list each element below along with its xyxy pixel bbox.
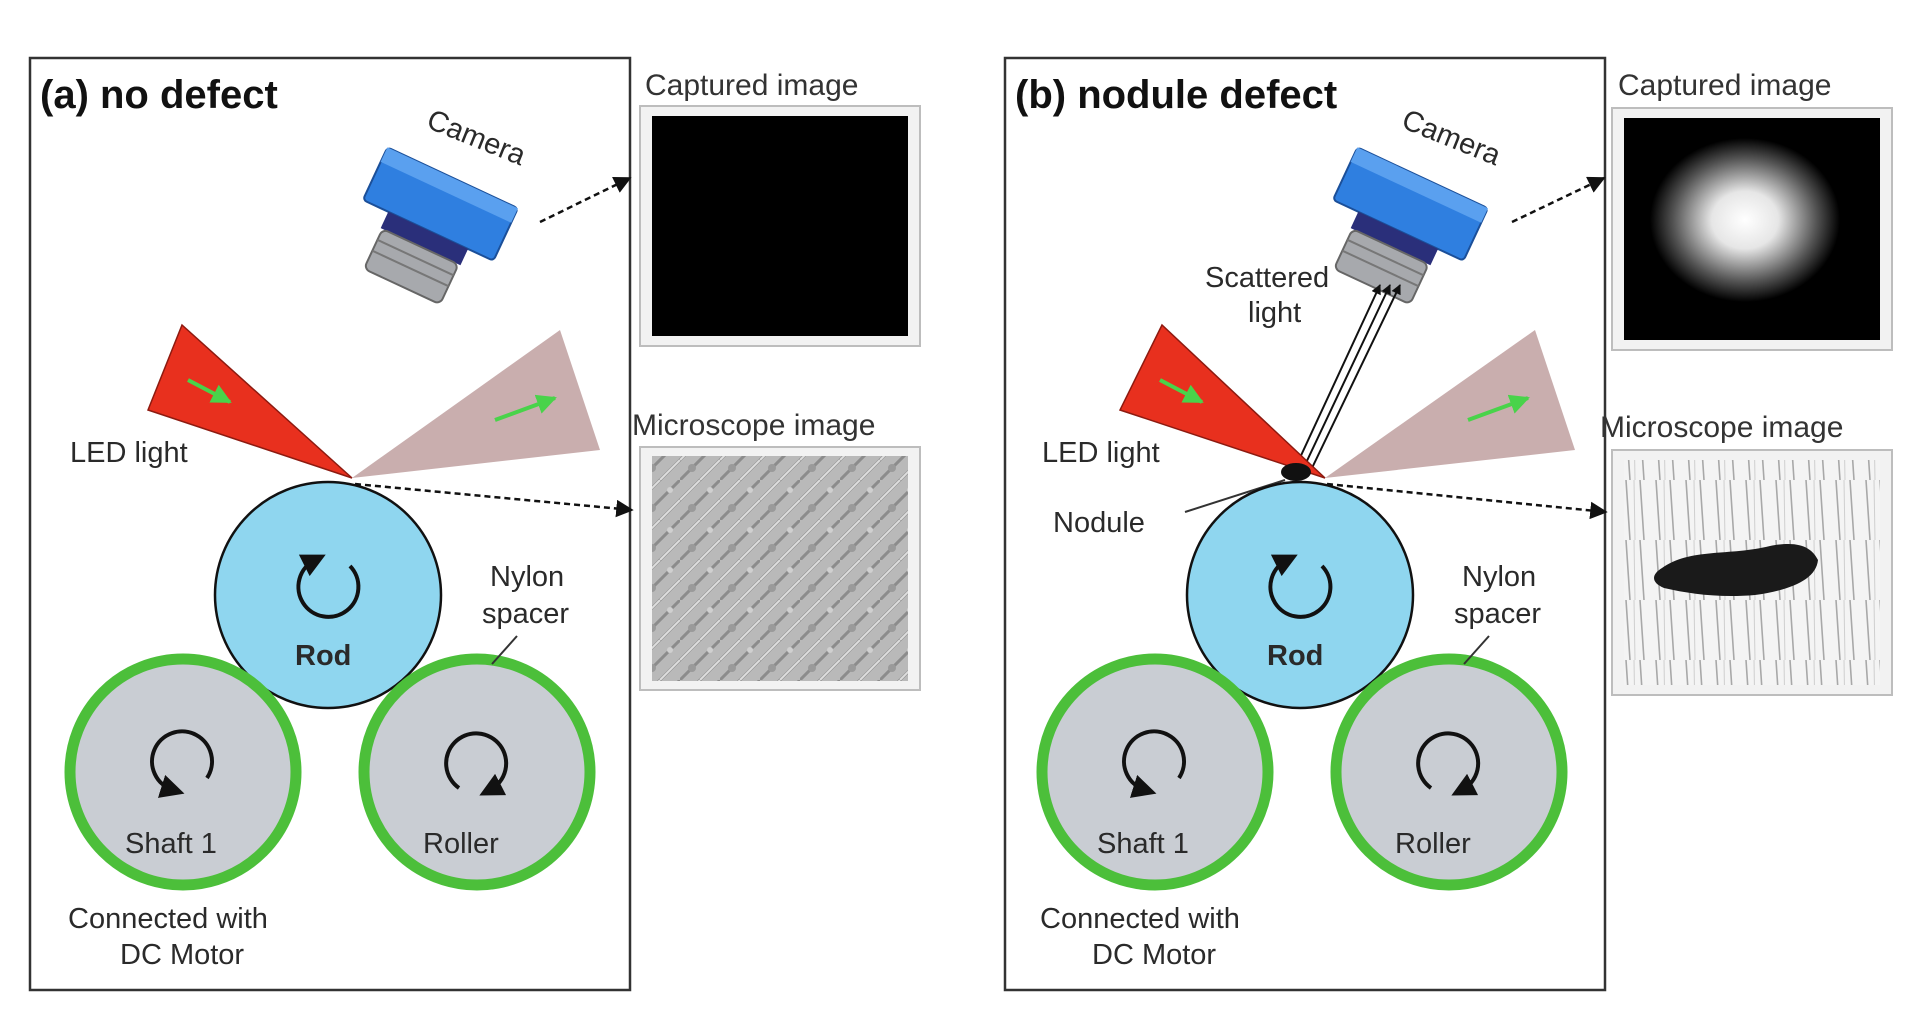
microscope-image-surface xyxy=(652,456,908,681)
motor-label-line-1: Connected with xyxy=(68,903,268,935)
panel-a-title: (a) no defect xyxy=(40,73,278,117)
rod-rotation-icon xyxy=(1268,554,1333,619)
shaft-1-label: Shaft 1 xyxy=(125,828,217,860)
roller xyxy=(358,653,596,891)
rod-label: Rod xyxy=(1267,640,1323,672)
nylon-spacer-leader-line xyxy=(1463,635,1490,665)
camera-to-captured-arrow xyxy=(1511,176,1606,224)
nodule-label: Nodule xyxy=(1053,507,1145,539)
shaft-1-rotation-icon xyxy=(150,729,215,798)
shaft-1 xyxy=(1036,653,1274,891)
led-light-beam xyxy=(1118,323,1326,479)
nylon-spacer-label-line-2: spacer xyxy=(1454,598,1541,630)
rod-rotation-icon xyxy=(296,554,361,619)
scattered-light-ray xyxy=(1297,284,1381,463)
roller-label: Roller xyxy=(423,828,499,860)
shaft-1-label: Shaft 1 xyxy=(1097,828,1189,860)
reflected-light-beam xyxy=(1325,330,1575,478)
reflected-direction-arrow xyxy=(1467,394,1530,422)
panel-b: (b) nodule defect Camera Scattered light… xyxy=(1003,56,1893,992)
led-direction-arrow xyxy=(1159,378,1204,404)
reflected-light-beam xyxy=(352,330,600,478)
panel-b-title: (b) nodule defect xyxy=(1015,73,1337,117)
shaft-1 xyxy=(64,653,302,891)
nylon-spacer-label-line-2: spacer xyxy=(482,598,569,630)
scattered-light-label-line-1: Scattered xyxy=(1205,262,1329,294)
rod-to-microscope-arrow xyxy=(1326,482,1608,520)
motor-label-line-2: DC Motor xyxy=(120,939,244,971)
captured-image-title: Captured image xyxy=(1618,69,1831,102)
rod xyxy=(213,480,443,710)
scattered-light-label-line-2: light xyxy=(1248,297,1301,329)
nylon-spacer-label-line-1: Nylon xyxy=(490,561,564,593)
nodule-defect xyxy=(1281,463,1311,481)
captured-scatter-glow xyxy=(1650,138,1840,302)
roller-rotation-icon xyxy=(1416,731,1481,796)
microscope-image-title: Microscope image xyxy=(1600,411,1843,444)
scattered-light-ray xyxy=(1304,284,1391,466)
rod-to-microscope-arrow xyxy=(354,482,634,518)
roller-rotation-icon xyxy=(444,731,509,796)
panel-a: (a) no defect Camera LED light Rod Shaft… xyxy=(28,56,921,992)
roller xyxy=(1330,653,1568,891)
motor-label-line-2: DC Motor xyxy=(1092,939,1216,971)
rod-label: Rod xyxy=(295,640,351,672)
camera-icon xyxy=(1333,147,1488,304)
led-light-beam xyxy=(147,323,353,479)
scattered-light-ray xyxy=(1311,284,1401,469)
roller-label: Roller xyxy=(1395,828,1471,860)
led-light-label: LED light xyxy=(70,437,188,469)
microscope-nodule-mark xyxy=(1654,543,1818,597)
reflected-direction-arrow xyxy=(494,394,557,422)
camera-icon xyxy=(363,147,518,304)
camera-to-captured-arrow xyxy=(539,176,632,224)
shaft-1-rotation-icon xyxy=(1122,729,1187,798)
led-direction-arrow xyxy=(187,378,232,404)
rod xyxy=(1185,480,1415,710)
nylon-spacer-label-line-1: Nylon xyxy=(1462,561,1536,593)
microscope-image-title: Microscope image xyxy=(632,409,875,442)
captured-image-title: Captured image xyxy=(645,69,858,102)
led-light-label: LED light xyxy=(1042,437,1160,469)
motor-label-line-1: Connected with xyxy=(1040,903,1240,935)
captured-image-dark xyxy=(652,116,908,336)
nylon-spacer-leader-line xyxy=(491,635,518,665)
